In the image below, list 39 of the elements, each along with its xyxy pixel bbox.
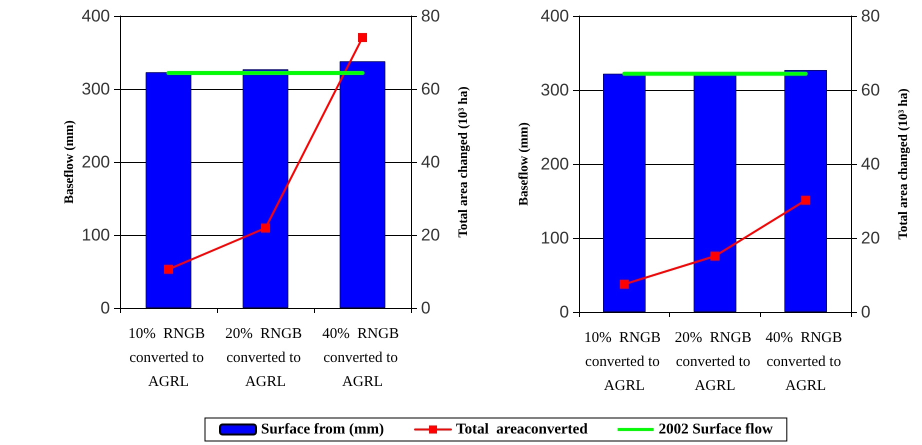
y2-axis-title: Total area changed (10³ ha) xyxy=(455,86,470,238)
y2-axis-title: Total area changed (10³ ha) xyxy=(895,88,910,240)
y2-tick-label: 20 xyxy=(861,228,880,248)
y-tick-label: 400 xyxy=(540,6,569,26)
x-tick-label: 10% RNGB converted to AGRL xyxy=(584,330,665,394)
y-tick-label: 200 xyxy=(540,154,569,174)
y2-tick-label: 80 xyxy=(861,6,880,26)
x-tick-label: 40% RNGB converted to AGRL xyxy=(765,330,846,394)
point xyxy=(164,264,173,274)
legend-label: Total areaconverted xyxy=(456,422,588,438)
point xyxy=(620,280,629,289)
y2-tick-label: 60 xyxy=(421,80,440,98)
x-tick-label: 10% RNGB converted to AGRL xyxy=(128,326,209,390)
y-tick-label: 300 xyxy=(540,80,569,100)
y-tick-label: 100 xyxy=(82,226,110,244)
y-tick-label: 400 xyxy=(82,6,110,26)
point xyxy=(801,196,810,205)
y2-tick-label: 20 xyxy=(421,226,440,244)
y-tick-label: 0 xyxy=(100,298,110,318)
point xyxy=(261,224,270,233)
legend-label: Surface from (mm) xyxy=(261,422,384,438)
y-tick-label: 300 xyxy=(82,80,110,98)
y-tick-label: 200 xyxy=(82,152,110,172)
point xyxy=(358,33,367,42)
x-tick-label: 40% RNGB converted to AGRL xyxy=(322,326,403,390)
y-tick-label: 100 xyxy=(540,228,569,248)
y2-tick-label: 60 xyxy=(861,80,880,100)
y2-tick-label: 40 xyxy=(861,154,880,174)
y2-tick-label: 0 xyxy=(861,302,870,322)
y-axis-title: Baseflow (mm) xyxy=(516,122,531,206)
x-tick-label: 20% RNGB converted to AGRL xyxy=(674,330,756,394)
y2-tick-label: 40 xyxy=(421,152,440,172)
x-tick-label: 20% RNGB converted to AGRL xyxy=(225,326,306,390)
legend-label: 2002 Surface flow xyxy=(658,422,773,438)
y-tick-label: 0 xyxy=(560,302,569,322)
point xyxy=(710,252,720,261)
y2-tick-label: 80 xyxy=(421,6,440,26)
y2-tick-label: 0 xyxy=(421,298,430,318)
y-axis-title: Baseflow (mm) xyxy=(61,120,76,204)
